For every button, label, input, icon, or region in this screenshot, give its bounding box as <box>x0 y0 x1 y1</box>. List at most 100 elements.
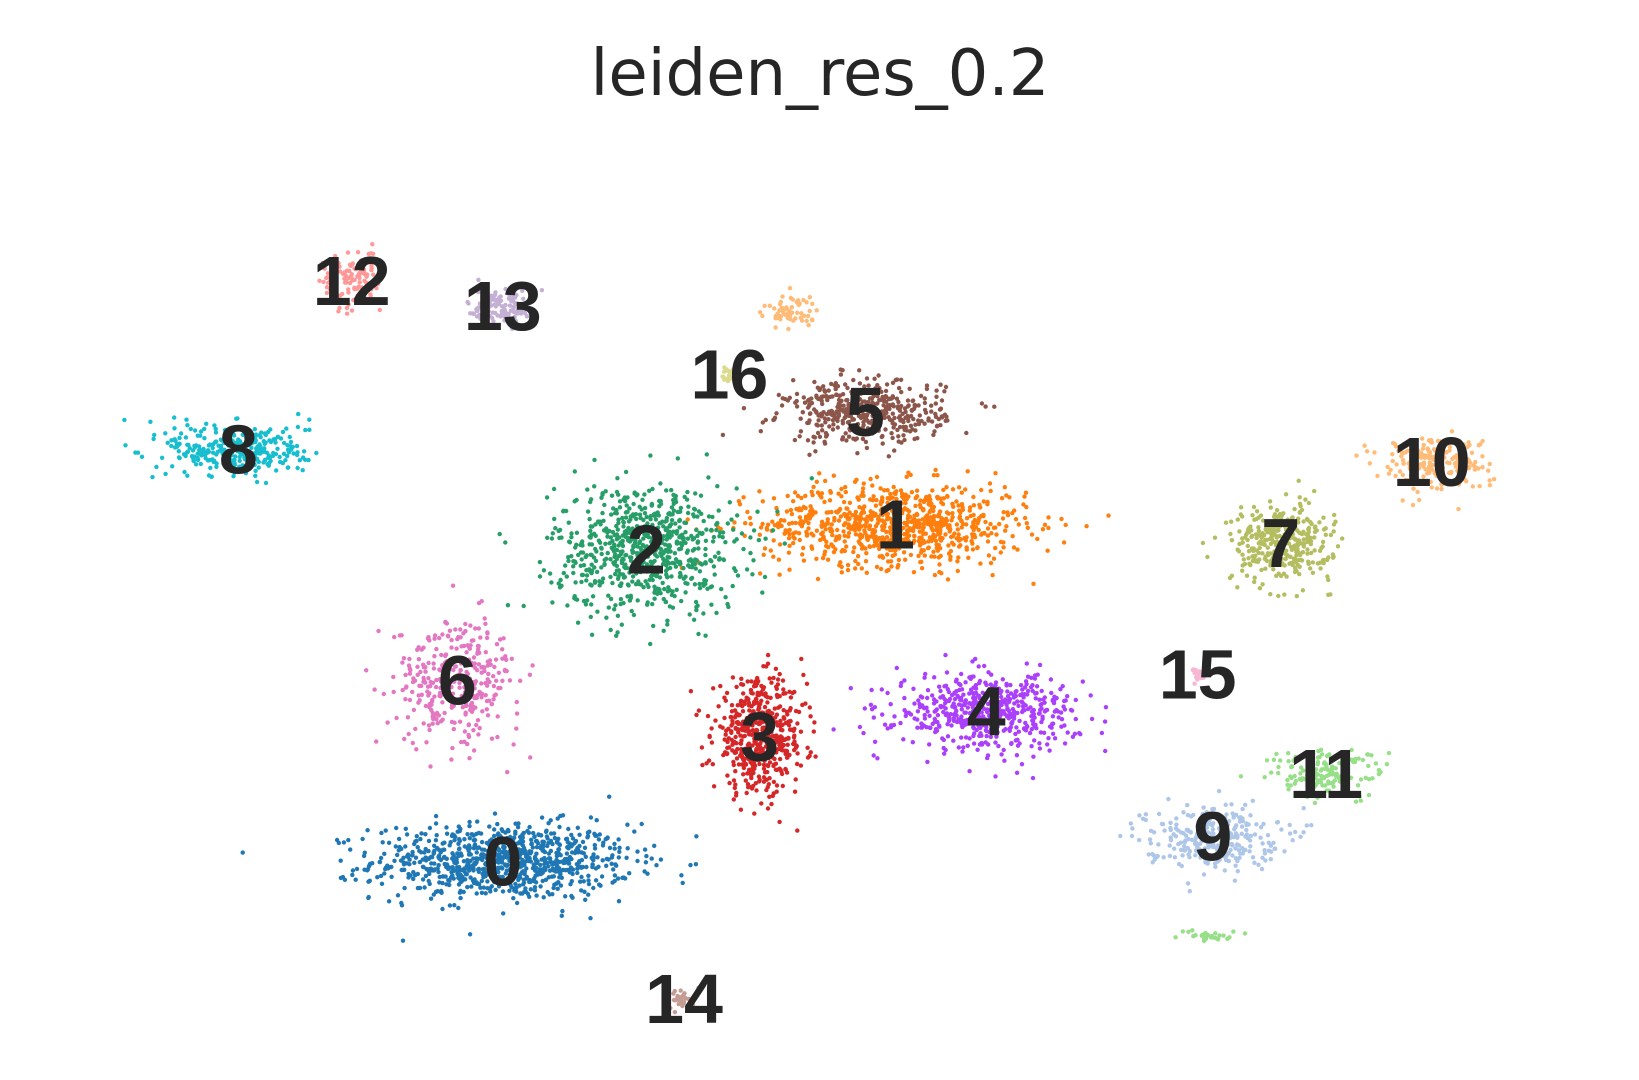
data-point <box>1331 522 1337 527</box>
data-point <box>512 850 517 855</box>
data-point <box>616 520 621 526</box>
data-point <box>808 411 813 416</box>
data-point <box>522 889 527 894</box>
data-point <box>701 583 706 588</box>
data-point <box>403 697 408 702</box>
data-point <box>794 404 800 409</box>
data-point <box>801 545 806 551</box>
data-point <box>525 828 530 834</box>
data-point <box>791 378 796 383</box>
data-point <box>922 553 927 558</box>
data-point <box>714 527 719 533</box>
data-point <box>518 891 523 896</box>
data-point <box>628 517 633 522</box>
data-point <box>489 884 494 889</box>
data-point <box>643 860 649 865</box>
data-point <box>1256 525 1261 530</box>
data-point <box>429 861 434 866</box>
data-point <box>993 774 998 779</box>
data-point <box>991 556 997 561</box>
data-point <box>579 865 584 870</box>
data-point <box>295 424 301 430</box>
data-point <box>909 407 914 413</box>
data-point <box>971 503 977 508</box>
data-point <box>553 869 559 874</box>
data-point <box>757 489 762 494</box>
data-point <box>495 865 501 870</box>
data-point <box>955 559 960 564</box>
data-point <box>841 499 847 505</box>
data-point <box>584 573 590 578</box>
data-point <box>650 577 655 583</box>
data-point <box>671 508 677 513</box>
data-point <box>479 839 485 845</box>
data-point <box>1321 527 1327 532</box>
data-point <box>896 562 901 568</box>
data-point <box>456 841 461 846</box>
data-point <box>813 449 818 454</box>
data-point <box>1331 529 1336 534</box>
data-point <box>380 840 385 845</box>
data-point <box>462 837 467 842</box>
data-point <box>890 524 896 530</box>
data-point <box>1240 540 1245 545</box>
data-point <box>747 515 753 521</box>
data-point <box>448 875 454 880</box>
data-point <box>1317 520 1322 525</box>
data-point <box>749 679 754 684</box>
data-point <box>857 518 863 523</box>
data-point <box>718 724 723 729</box>
data-point <box>688 557 693 562</box>
data-point <box>479 890 485 895</box>
data-point <box>379 830 384 836</box>
data-point <box>1069 708 1075 713</box>
data-point <box>1052 698 1057 703</box>
data-point <box>949 540 955 545</box>
data-point <box>755 509 760 514</box>
data-point <box>860 486 866 491</box>
data-point <box>637 504 642 509</box>
data-point <box>557 585 563 590</box>
data-point <box>976 664 981 669</box>
data-point <box>600 858 605 863</box>
data-point <box>491 697 496 702</box>
data-point <box>931 701 937 706</box>
data-point <box>844 544 849 549</box>
data-point <box>466 732 471 738</box>
data-point <box>952 696 958 702</box>
data-point <box>955 568 960 574</box>
data-point <box>923 671 928 677</box>
data-point <box>1267 499 1273 504</box>
data-point <box>609 855 615 860</box>
data-point <box>635 492 640 497</box>
data-point <box>415 664 420 669</box>
data-point <box>1027 730 1033 736</box>
data-point <box>1004 524 1009 529</box>
data-point <box>651 571 657 576</box>
data-point <box>1023 490 1029 495</box>
data-point <box>366 879 371 884</box>
data-point <box>457 876 462 881</box>
data-point <box>150 474 155 480</box>
data-point <box>395 893 401 898</box>
data-point <box>400 660 405 665</box>
data-point <box>608 535 613 540</box>
data-point <box>284 426 289 431</box>
data-point <box>424 740 429 745</box>
data-point <box>573 560 578 565</box>
data-point <box>1063 522 1068 528</box>
data-point <box>870 483 875 488</box>
data-point <box>642 511 648 516</box>
data-point <box>626 583 631 588</box>
data-point <box>557 875 562 880</box>
data-point <box>732 739 737 745</box>
data-point <box>608 627 613 633</box>
data-point <box>514 865 519 870</box>
data-point <box>1022 494 1027 499</box>
data-point <box>919 550 924 555</box>
data-point <box>967 508 972 513</box>
data-point <box>696 631 701 637</box>
data-point <box>653 538 658 544</box>
data-point <box>198 452 204 458</box>
data-point <box>1296 478 1301 483</box>
